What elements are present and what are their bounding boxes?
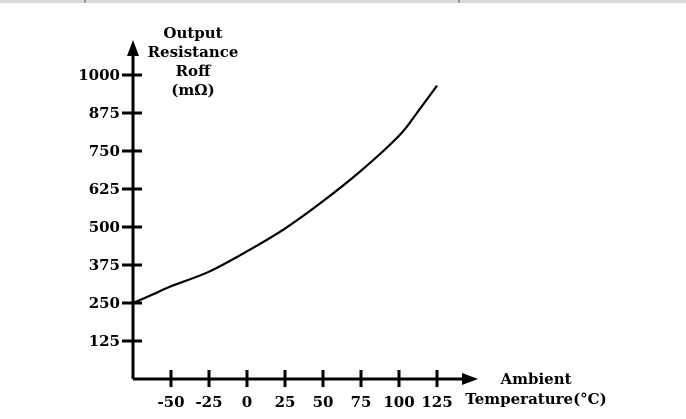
y-tick-label: 500 xyxy=(89,218,120,236)
axes xyxy=(127,40,478,385)
x-tick-label: -50 xyxy=(157,393,184,411)
y-tick-label: 250 xyxy=(89,294,120,312)
x-tick-label: 100 xyxy=(383,393,414,411)
x-tick-label: 50 xyxy=(313,393,334,411)
top-border-divider xyxy=(84,0,86,3)
y-tick-label: 875 xyxy=(89,104,120,122)
y-axis-title: Output Resistance Roff (mΩ) xyxy=(148,24,239,99)
x-axis-arrow xyxy=(462,373,478,385)
series-layer xyxy=(132,84,438,305)
y-tick-label: 625 xyxy=(89,180,120,198)
series-line xyxy=(132,84,438,305)
x-axis-ticks: -50 -25 0 25 50 75 100 125 xyxy=(157,370,453,411)
y-tick-label: 375 xyxy=(89,256,120,274)
y-axis-ticks: 125 250 375 500 625 750 875 1000 xyxy=(78,66,142,350)
y-tick-label: 125 xyxy=(89,332,120,350)
y-tick-label: 1000 xyxy=(78,66,120,84)
x-tick-label: 125 xyxy=(421,393,452,411)
top-border-divider xyxy=(458,0,460,3)
x-axis-title: Ambient Temperature(°C) xyxy=(465,370,606,408)
x-tick-label: -25 xyxy=(195,393,222,411)
x-tick-label: 0 xyxy=(242,393,252,411)
top-border xyxy=(0,0,686,3)
y-axis-arrow xyxy=(127,40,139,56)
x-tick-label: 25 xyxy=(275,393,296,411)
x-tick-label: 75 xyxy=(351,393,372,411)
y-tick-label: 750 xyxy=(89,142,120,160)
